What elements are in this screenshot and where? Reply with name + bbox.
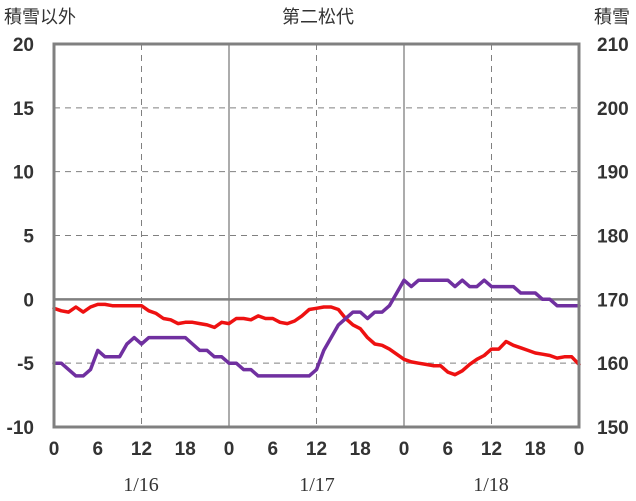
x-tick-label: 0 bbox=[49, 439, 60, 460]
x-tick-label: 0 bbox=[574, 439, 585, 460]
left-tick-label: 5 bbox=[23, 227, 34, 248]
left-tick-label: 10 bbox=[13, 163, 34, 184]
date-label-1: 1/16 bbox=[123, 474, 159, 496]
right-tick-label: 180 bbox=[597, 227, 629, 248]
x-tick-label: 6 bbox=[442, 439, 453, 460]
right-tick-label: 210 bbox=[597, 35, 629, 56]
x-tick-label: 12 bbox=[131, 439, 152, 460]
right-tick-label: 190 bbox=[597, 163, 629, 184]
right-tick-label: 170 bbox=[597, 290, 629, 311]
series-lines bbox=[52, 278, 581, 378]
left-tick-label: 0 bbox=[23, 290, 34, 311]
right-tick-label: 150 bbox=[597, 418, 629, 439]
x-tick-label: 0 bbox=[224, 439, 235, 460]
left-tick-label: 20 bbox=[13, 35, 34, 56]
chart-title: 第二松代 bbox=[282, 7, 354, 28]
x-tick-label: 12 bbox=[481, 439, 502, 460]
date-label-3: 1/18 bbox=[473, 474, 509, 496]
date-label-2: 1/17 bbox=[299, 474, 335, 496]
right-axis-title: 積雪 bbox=[594, 7, 630, 28]
snow-depth-line bbox=[52, 278, 581, 378]
x-tick-label: 0 bbox=[399, 439, 410, 460]
x-tick-label: 18 bbox=[175, 439, 196, 460]
left-tick-label: -10 bbox=[7, 418, 34, 439]
left-tick-label: -5 bbox=[17, 354, 34, 375]
x-tick-label: 6 bbox=[267, 439, 278, 460]
x-tick-label: 18 bbox=[350, 439, 371, 460]
x-tick-label: 12 bbox=[306, 439, 327, 460]
x-tick-label: 6 bbox=[92, 439, 103, 460]
right-tick-label: 160 bbox=[597, 354, 629, 375]
left-axis-title: 積雪以外 bbox=[4, 7, 76, 28]
right-tick-label: 200 bbox=[597, 99, 629, 120]
left-tick-label: 15 bbox=[13, 99, 35, 120]
x-tick-label: 18 bbox=[525, 439, 546, 460]
plot-frame bbox=[52, 42, 581, 429]
red-series-line bbox=[52, 302, 581, 377]
